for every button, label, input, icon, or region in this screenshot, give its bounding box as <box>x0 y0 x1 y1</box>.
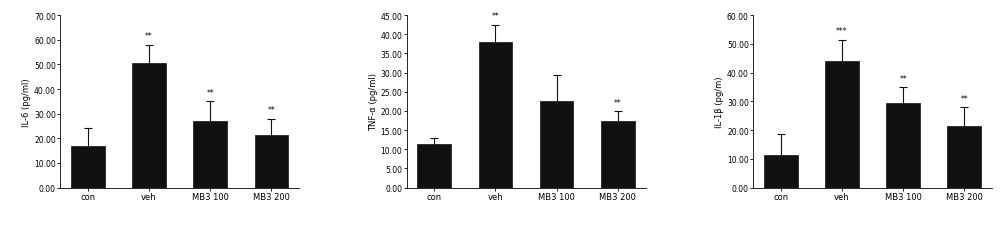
Y-axis label: TNF-α (pg/ml): TNF-α (pg/ml) <box>369 73 378 131</box>
Bar <box>887 103 920 188</box>
Text: **: ** <box>206 89 214 98</box>
Bar <box>601 121 634 188</box>
Text: **: ** <box>614 98 621 107</box>
Text: **: ** <box>899 74 907 83</box>
Bar <box>540 102 573 188</box>
Text: **: ** <box>268 106 276 115</box>
Bar <box>479 43 512 188</box>
Y-axis label: IL-1β (pg/m): IL-1β (pg/m) <box>715 76 724 128</box>
Bar <box>418 144 451 188</box>
Bar <box>255 135 289 188</box>
Bar <box>825 62 859 188</box>
Y-axis label: IL-6 (pg/ml): IL-6 (pg/ml) <box>22 78 31 126</box>
Text: **: ** <box>492 12 499 21</box>
Bar <box>193 122 227 188</box>
Text: ***: *** <box>836 27 848 36</box>
Text: **: ** <box>961 94 968 103</box>
Bar <box>764 155 798 188</box>
Bar <box>71 146 104 188</box>
Bar <box>132 64 165 188</box>
Bar <box>948 126 981 188</box>
Text: **: ** <box>145 32 153 41</box>
